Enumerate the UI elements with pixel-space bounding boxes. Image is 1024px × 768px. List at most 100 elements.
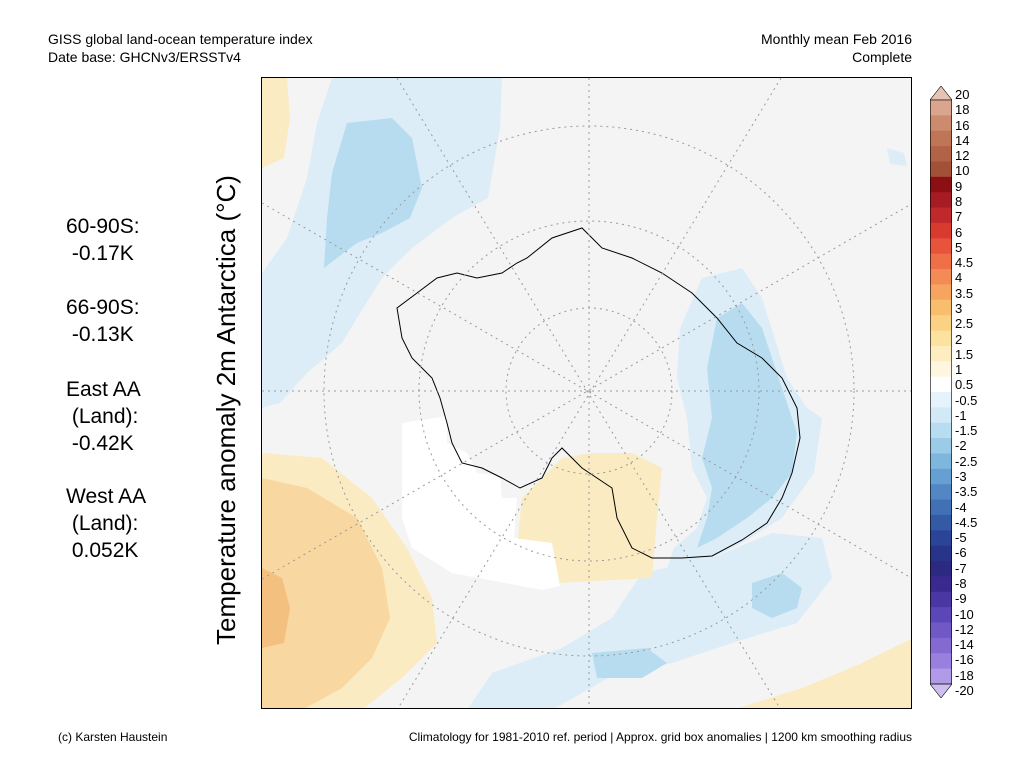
title-line-2: Date base: GHCNv3/ERSSTv4 xyxy=(48,49,241,65)
stat-value: -0.13K xyxy=(66,323,134,346)
colorbar-swatch xyxy=(930,407,952,424)
colorbar-swatch xyxy=(930,438,952,454)
colorbar-tick-label: 1.5 xyxy=(955,346,974,362)
colorbar-tick-label: -18 xyxy=(955,667,974,683)
anomaly-region-blue-southeast xyxy=(592,573,802,678)
colorbar-swatch xyxy=(930,468,952,485)
colorbar-swatch xyxy=(930,269,952,285)
colorbar-swatch xyxy=(930,422,952,439)
method-note: Climatology for 1981-2010 ref. period | … xyxy=(408,730,912,744)
colorbar-swatch xyxy=(930,376,952,393)
colorbar-swatch xyxy=(930,653,952,670)
colorbar-top-arrow xyxy=(929,85,953,101)
antarctica-coastline xyxy=(396,227,801,559)
colorbar-swatch xyxy=(930,192,952,208)
colorbar-swatch xyxy=(930,622,952,639)
colorbar-swatch xyxy=(930,146,952,162)
colorbar-swatch xyxy=(930,207,952,224)
colorbar-swatch xyxy=(930,607,952,623)
anomaly-region-blue-north xyxy=(324,118,422,268)
colorbar-swatch xyxy=(930,591,952,608)
colorbar-swatch xyxy=(930,484,952,500)
anomaly-region-light-blue-corner xyxy=(887,148,907,166)
colorbar-swatch xyxy=(930,161,952,178)
colorbar-tick-label: 20 xyxy=(955,87,970,102)
colorbar-swatch xyxy=(930,115,952,132)
colorbar-swatch xyxy=(930,576,952,593)
colorbar-swatch xyxy=(930,637,952,654)
anomaly-region-orange-west xyxy=(262,568,290,648)
colorbar-swatch xyxy=(930,299,952,316)
colorbar-tick-label: 6 xyxy=(955,224,963,240)
colorbar-swatch xyxy=(930,345,952,362)
colorbar-tick-label: 4.5 xyxy=(955,255,974,271)
colorbar-bottom-arrow xyxy=(929,683,953,699)
colorbar-swatch xyxy=(930,253,952,270)
colorbar-swatch xyxy=(930,514,952,531)
colorbar-tick-label: -9 xyxy=(955,591,967,607)
anomaly-region-light-blue-north xyxy=(262,78,502,408)
colorbar-tick-label: -2 xyxy=(955,438,967,454)
colorbar-tick-label: 1 xyxy=(955,362,963,378)
stat-label: 66-90S: xyxy=(66,296,140,319)
stat-60-90s: 60-90S: -0.17K xyxy=(66,213,140,267)
colorbar-swatch xyxy=(930,392,952,408)
period-line-2: Complete xyxy=(852,49,912,65)
title-line-1: GISS global land-ocean temperature index xyxy=(48,31,313,47)
colorbar-tick-label: -3 xyxy=(955,469,967,485)
colorbar-tick-label: -14 xyxy=(955,637,974,653)
colorbar-tick-label: 4 xyxy=(955,270,963,286)
colorbar-tick-label: 7 xyxy=(955,209,963,225)
anomaly-region-light-blue-southeast xyxy=(468,533,832,708)
colorbar-tick-label: 14 xyxy=(955,132,970,148)
colorbar-tick-label: 3 xyxy=(955,300,963,316)
colorbar-tick-label: -4.5 xyxy=(955,514,978,530)
y-axis-label: Temperature anomaly 2m Antarctica (°C) xyxy=(211,175,241,645)
colorbar-tick-label: -20 xyxy=(955,683,974,698)
stat-label: 60-90S: xyxy=(66,215,140,238)
colorbar-tick-label: 2 xyxy=(955,331,963,347)
colorbar-tick-label: 10 xyxy=(955,163,970,179)
colorbar-swatch xyxy=(930,100,952,116)
stat-value: -0.17K xyxy=(66,242,134,265)
colorbar-tick-label: -10 xyxy=(955,606,974,622)
colorbar-tick-label: 18 xyxy=(955,102,970,118)
colorbar-swatch xyxy=(930,330,952,347)
colorbar-tick-label: 8 xyxy=(955,193,963,209)
colorbar-tick-label: 0.5 xyxy=(955,377,974,393)
colorbar-swatch xyxy=(930,499,952,516)
colorbar-swatch xyxy=(930,453,952,470)
colorbar-tick-label: -3.5 xyxy=(955,484,978,500)
colorbar-swatch xyxy=(930,668,952,685)
colorbar-swatch xyxy=(930,238,952,255)
stat-value: 0.052K xyxy=(66,539,139,562)
colorbar-swatch xyxy=(930,530,952,547)
colorbar-tick-label: -5 xyxy=(955,530,967,546)
stat-west-aa: West AA (Land): 0.052K xyxy=(66,483,146,564)
colorbar xyxy=(929,85,953,699)
colorbar-tick-label: 16 xyxy=(955,117,970,133)
stat-label: East AA xyxy=(66,378,141,401)
anomaly-region-cream-southeast-corner xyxy=(738,638,911,708)
colorbar-tick-label: -1.5 xyxy=(955,423,978,439)
period-block: Monthly mean Feb 2016 Complete xyxy=(761,30,912,66)
stat-east-aa: East AA (Land): -0.42K xyxy=(66,376,141,457)
colorbar-swatch xyxy=(930,176,952,193)
colorbar-tick-label: -12 xyxy=(955,621,974,637)
colorbar-tick-label: -1 xyxy=(955,407,967,423)
colorbar-tick-label: -4 xyxy=(955,499,967,515)
colorbar-tick-label: -6 xyxy=(955,545,967,561)
stat-sublabel: (Land): xyxy=(66,405,139,428)
credit-text: (c) Karsten Haustein xyxy=(58,730,168,744)
anomaly-region-blue-east xyxy=(697,303,797,548)
colorbar-swatch xyxy=(930,130,952,147)
stat-66-90s: 66-90S: -0.13K xyxy=(66,294,140,348)
map-title-block: GISS global land-ocean temperature index… xyxy=(48,30,313,66)
graticule xyxy=(262,78,911,708)
colorbar-graphic xyxy=(929,85,953,699)
stat-sublabel: (Land): xyxy=(66,512,139,535)
colorbar-swatch xyxy=(930,315,952,331)
colorbar-swatch xyxy=(930,284,952,301)
colorbar-tick-label: 5 xyxy=(955,239,963,255)
colorbar-tick-label: 12 xyxy=(955,148,970,164)
